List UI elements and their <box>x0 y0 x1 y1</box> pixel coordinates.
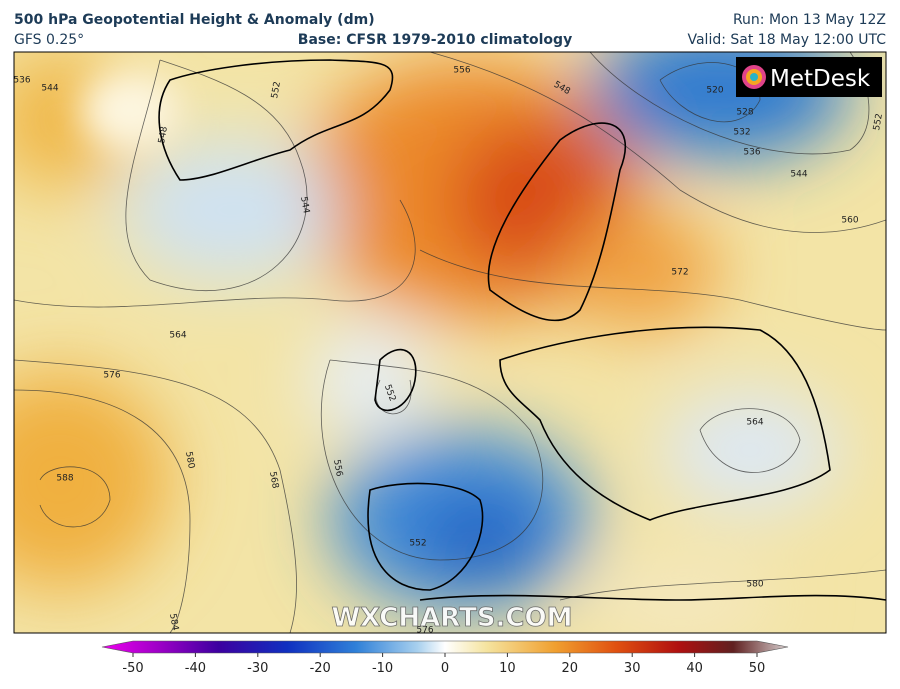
contour-label: 520 <box>706 86 723 96</box>
colorbar-tick-label: -40 <box>185 661 206 676</box>
contour-label: 536 <box>743 148 760 158</box>
map-frame <box>13 51 887 634</box>
watermark: WXCHARTS.COM <box>331 603 572 633</box>
contour-label: 536 <box>13 76 30 86</box>
contour-label: 556 <box>453 66 470 76</box>
colorbar-tick-label: 0 <box>441 661 449 676</box>
contour-label: 560 <box>841 216 858 226</box>
contour-label: 576 <box>416 626 433 636</box>
contour-label: 580 <box>746 580 763 590</box>
colorbar-tick-label: 40 <box>686 661 703 676</box>
base-label: Base: CFSR 1979-2010 climatology <box>298 32 572 48</box>
contour-label: 584 <box>167 613 180 632</box>
contour-label: 544 <box>790 170 807 180</box>
colorbar-tick-label: 30 <box>624 661 641 676</box>
contour-label: 552 <box>409 539 426 549</box>
valid-label: Valid: Sat 18 May 12:00 UTC <box>687 32 886 48</box>
contour-label: 548 <box>157 125 170 144</box>
logo-icon <box>742 65 766 89</box>
colorbar-tick-label: -10 <box>372 661 393 676</box>
contour-label: 532 <box>733 128 750 138</box>
contour-label: 580 <box>183 451 196 470</box>
map-title: 500 hPa Geopotential Height & Anomaly (d… <box>14 12 375 28</box>
contour-label: 588 <box>56 474 73 484</box>
contour-label: 564 <box>169 331 186 341</box>
colorbar: -50 -40 -30 -20 -10 0 10 20 30 40 50 <box>101 640 789 676</box>
contour-label: 552 <box>872 113 885 132</box>
contour-label: 564 <box>746 418 763 428</box>
contour-label: 552 <box>270 81 283 100</box>
contour-label: 576 <box>103 371 120 381</box>
model-label: GFS 0.25° <box>14 32 84 48</box>
colorbar-scale <box>101 640 789 654</box>
map-area: 536 544 552 548 556 548 520 528 532 536 … <box>13 52 886 636</box>
colorbar-tick-label: -20 <box>310 661 331 676</box>
contour-label: 568 <box>267 471 280 490</box>
contour-label: 544 <box>298 196 311 215</box>
contour-label: 556 <box>331 459 344 478</box>
colorbar-tick-label: -30 <box>247 661 268 676</box>
colorbar-tick-label: -50 <box>122 661 143 676</box>
contour-label: 528 <box>736 108 753 118</box>
colorbar-tick-label: 20 <box>562 661 579 676</box>
colorbar-tick-label: 10 <box>499 661 516 676</box>
contour-label: 572 <box>671 268 688 278</box>
colorbar-tick-label: 50 <box>749 661 766 676</box>
logo-text: MetDesk <box>770 66 871 92</box>
contour-label: 544 <box>41 84 58 94</box>
run-label: Run: Mon 13 May 12Z <box>733 12 886 28</box>
